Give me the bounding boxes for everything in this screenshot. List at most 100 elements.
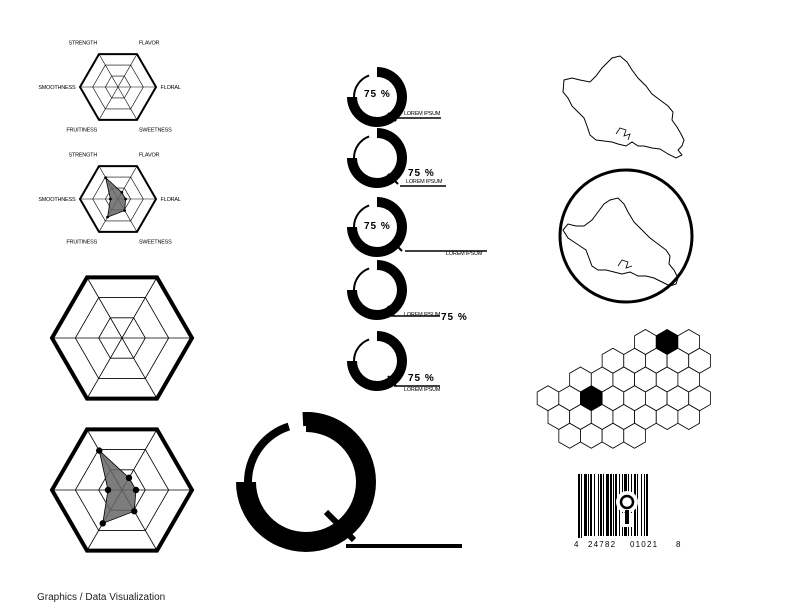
gauge-caption: LOREM IPSUM: [406, 179, 443, 185]
radar-axis-label: SMOOTHNESS: [38, 197, 76, 203]
radar-axis-label: SWEETNESS: [139, 239, 172, 245]
radar-data-point: [124, 197, 127, 201]
harbor-detail: [615, 127, 631, 141]
radar-data-point: [104, 486, 112, 494]
gauge-arc: [347, 67, 407, 127]
radar-spoke: [86, 277, 123, 339]
radar-data-point: [106, 215, 109, 219]
barcode-digits: 01021: [630, 540, 658, 549]
barcode-bar: [578, 474, 580, 538]
radar-chart: [49, 427, 195, 553]
gauge-percent-label: 75 %: [408, 168, 435, 179]
radar-axis-label: STRENGTH: [68, 40, 97, 46]
barcode-bar: [594, 474, 595, 538]
barcode-bar: [646, 474, 648, 538]
gauge-percent-label: 75 %: [364, 221, 391, 232]
radar-axis-label: SMOOTHNESS: [38, 85, 76, 91]
hexagon-grid-map: [536, 329, 711, 449]
barcode: 4 24782 01021 8: [574, 474, 682, 549]
ring-gauge: 75 % LOREM IPSUM: [347, 67, 441, 127]
radar-data-point: [104, 176, 108, 180]
barcode-bar: [581, 474, 582, 538]
radar-data-point: [132, 486, 140, 494]
barcode-bar: [641, 474, 642, 538]
radar-spoke: [98, 53, 119, 88]
hex-cell: [623, 422, 646, 449]
hex-cell: [677, 404, 700, 430]
ring-gauge: 75 %LOREM IPSUM: [347, 128, 446, 188]
island-map-circle: [558, 168, 694, 304]
gauge-leader: [387, 375, 397, 387]
barcode-bar: [598, 474, 599, 538]
gauge-arc-inner: [353, 338, 370, 361]
ring-gauge: 75 %LOREM IPSUM: [347, 260, 468, 323]
radar-axis-label: FRUITINESS: [66, 127, 97, 133]
large-ring-gauge: [236, 412, 462, 552]
gauge-arc-inner: [353, 204, 370, 227]
barcode-bar: [644, 474, 645, 538]
gauge-leader: [393, 242, 403, 252]
radar-spoke: [121, 337, 158, 399]
big-gauge-arc: [236, 412, 376, 552]
gauge-percent-label: 75 %: [364, 89, 391, 100]
gauge-leader: [387, 112, 397, 122]
radar-series-area: [98, 449, 137, 524]
barcode-bar: [610, 474, 612, 538]
big-gauge-leader: [323, 509, 357, 543]
barcode-stem: [625, 510, 629, 524]
radar-spoke: [86, 337, 123, 399]
radar-axis-label: SWEETNESS: [139, 127, 172, 133]
ring-gauge: 75 % LOREM IPSUM: [347, 331, 441, 393]
page-caption: Graphics / Data Visualization: [37, 592, 166, 603]
radar-spoke: [98, 86, 119, 121]
gauge-arc-inner: [353, 267, 370, 290]
island-outline: [562, 55, 685, 159]
map-circle: [558, 168, 694, 304]
gauge-caption: LOREM IPSUM: [404, 387, 441, 393]
gauge-percent-label: 75 %: [441, 312, 468, 323]
barcode-cutout: [616, 491, 638, 513]
gauge-arc: [347, 331, 407, 391]
radar-axis-label: FLORAL: [161, 197, 181, 203]
barcode-bar: [615, 474, 617, 538]
gauge-leader: [387, 173, 399, 185]
radar-series-area: [104, 176, 127, 218]
barcode-ring: [619, 494, 635, 510]
barcode-bar: [613, 474, 614, 538]
gauge-caption: LOREM IPSUM: [446, 251, 483, 257]
radar-chart: STRENGTH FLAVOR FLORAL SWEETNESS FRUITINESS S…: [38, 40, 181, 133]
island-outline-circle: [562, 197, 679, 287]
ring-gauge: 75 % LOREM IPSUM: [347, 197, 487, 257]
radar-data-point: [123, 209, 127, 212]
gauge-arc-inner: [353, 135, 370, 158]
radar-axis-label: FLAVOR: [139, 152, 160, 158]
barcode-bar: [588, 474, 589, 538]
radar-charts: STRENGTH FLAVOR FLORAL SWEETNESS FRUITINESS S…: [38, 40, 195, 553]
radar-axis-label: FLORAL: [161, 85, 181, 91]
radar-axis-label: STRENGTH: [68, 152, 97, 158]
barcode-bar: [603, 474, 604, 538]
barcode-digits: 8: [676, 540, 682, 549]
barcode-bar: [600, 474, 602, 538]
barcode-digits: 4: [574, 540, 580, 549]
gauge-percent-label: 75 %: [408, 373, 435, 384]
barcode-bar: [590, 474, 592, 538]
radar-data-point: [125, 474, 133, 482]
gauge-arc: [347, 260, 407, 320]
gauge-caption: LOREM IPSUM: [404, 111, 441, 117]
radar-data-point: [99, 520, 106, 527]
barcode-bar: [637, 474, 638, 538]
gauge-arc: [347, 128, 407, 188]
island-map: [562, 55, 685, 159]
radar-chart: [49, 275, 195, 401]
barcode-digits: 24782: [588, 540, 616, 549]
radar-axis-label: FLAVOR: [139, 40, 160, 46]
big-gauge-arc-inner: [244, 422, 291, 482]
radar-spoke: [117, 86, 138, 121]
radar-data-point: [131, 508, 138, 515]
barcode-digit-band: [582, 536, 678, 548]
radar-data-point: [109, 197, 112, 201]
harbor-detail-circle: [617, 259, 633, 269]
